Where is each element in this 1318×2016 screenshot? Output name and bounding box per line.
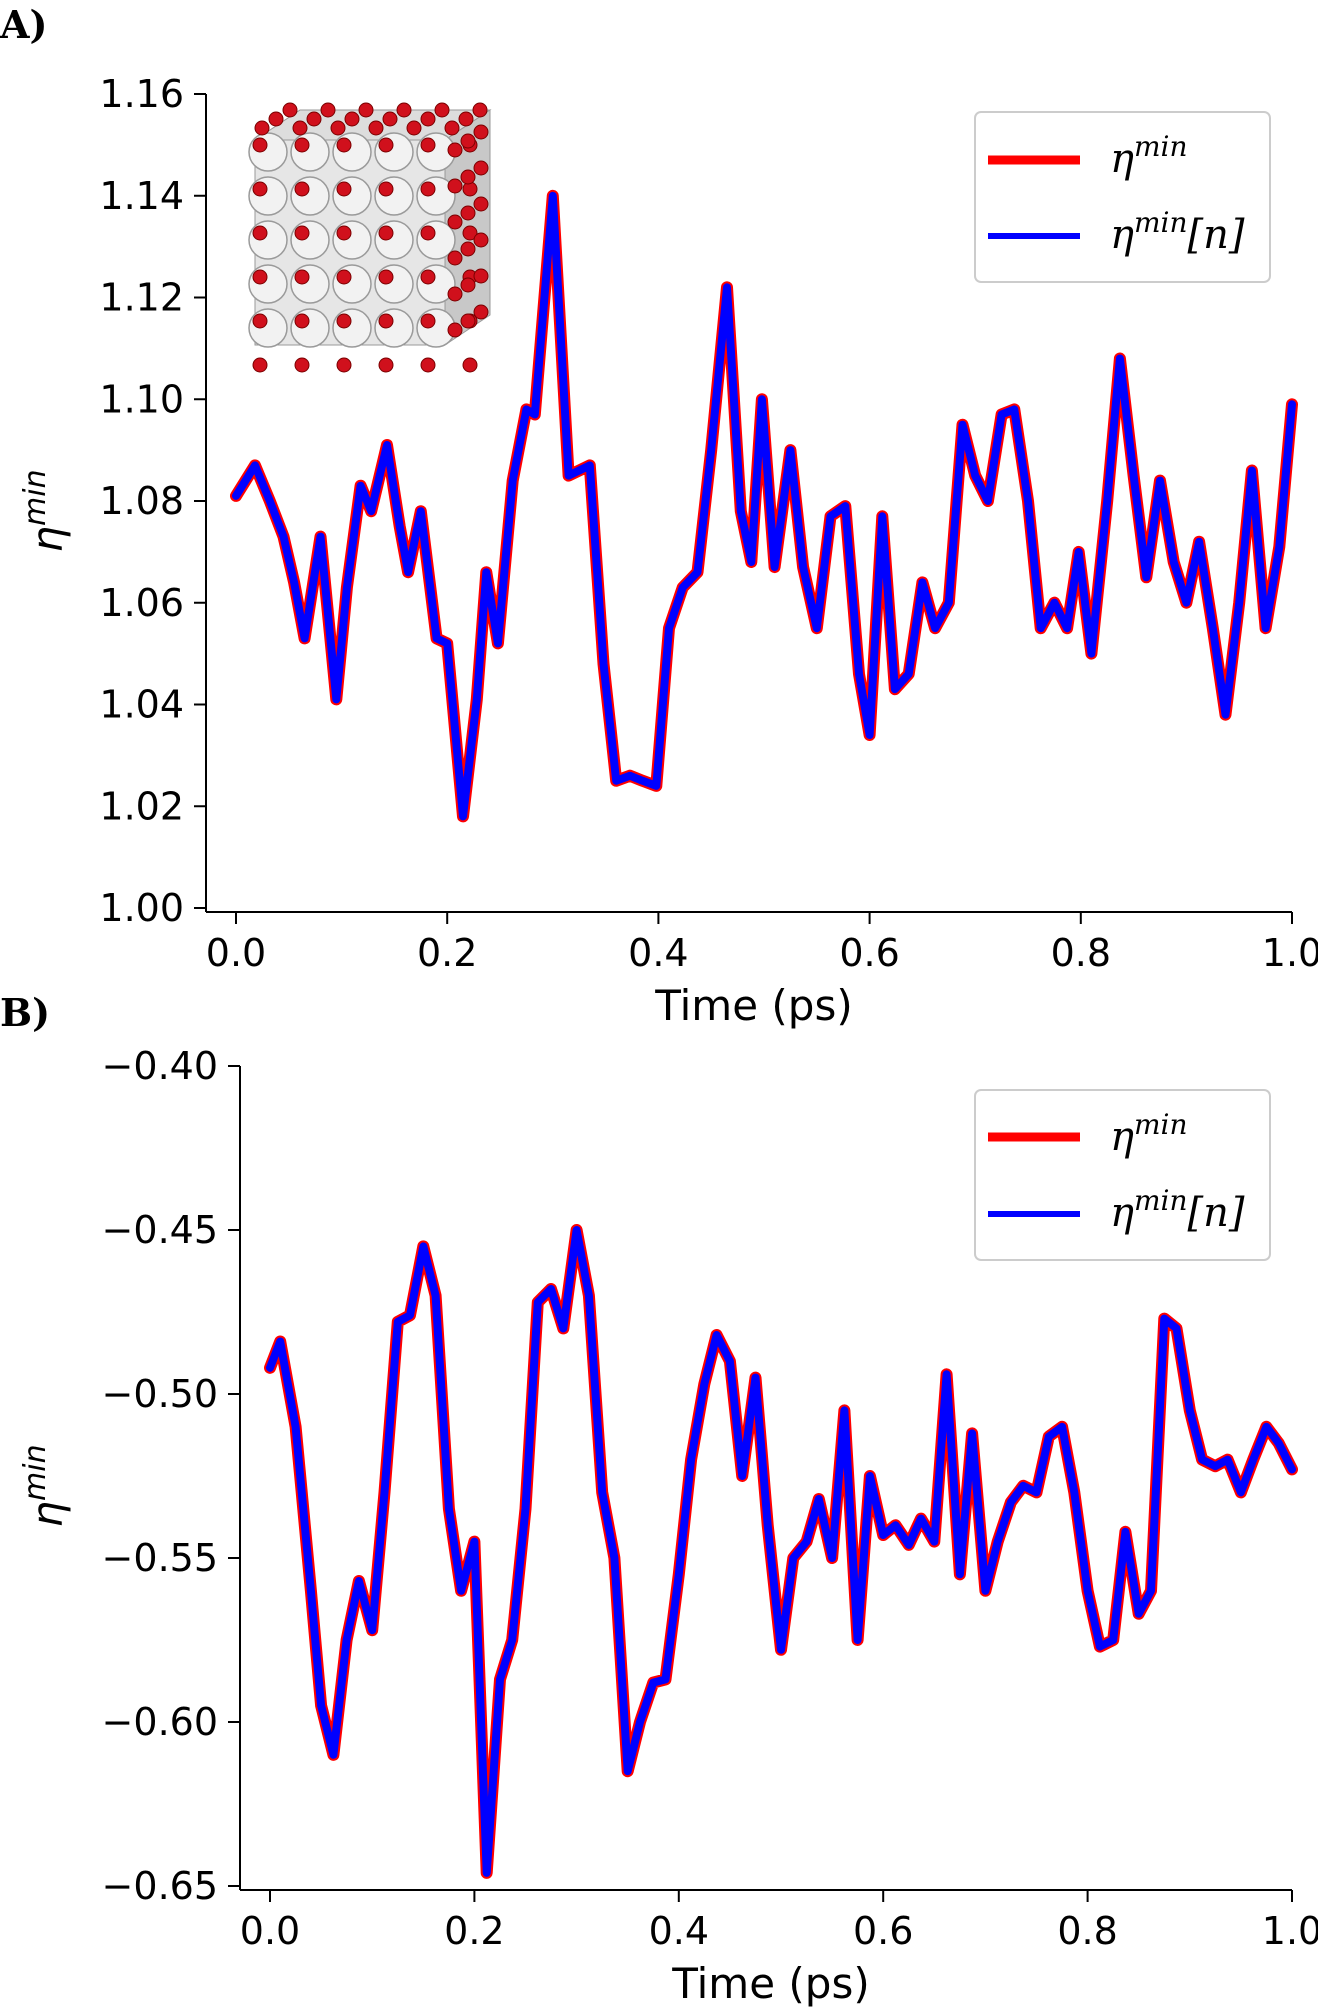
- y-tick-label: −0.45: [102, 1208, 218, 1252]
- x-tick-label: 1.0: [1262, 931, 1318, 975]
- x-tick-label: 0.8: [1051, 931, 1111, 975]
- y-tick-label: −0.55: [102, 1536, 218, 1580]
- legend-a-entry-1: ηmin[n]: [1110, 206, 1245, 259]
- x-axis-label-a: Time (ps): [654, 981, 852, 1030]
- y-tick-label: 1.06: [99, 581, 184, 625]
- legend-b-entry-0: ηmin: [1110, 1108, 1188, 1161]
- x-axis-label-b: Time (ps): [671, 1959, 869, 2008]
- series-line-b-0: [264, 1224, 1298, 1879]
- legend-a-entry-0: ηmin: [1110, 130, 1188, 183]
- x-tick-label: 0.6: [839, 931, 899, 975]
- plot-a: 0.0 0.2 0.4 0.6 0.8 1.0 1.00 1.02 1.04 1.06 1.08 1.…: [18, 72, 1318, 1030]
- legend-b: ηmin ηmin[n]: [974, 1089, 1271, 1261]
- y-tick-label: −0.50: [102, 1372, 218, 1416]
- series-line-a-1: [232, 191, 1296, 821]
- x-tick-label: 0.0: [240, 1909, 300, 1953]
- panel-a: A) 0.0 0.2 0.4 0.6 0.8 1.0 1.00 1.02 1.04 1.06 1.0…: [0, 2, 1318, 1030]
- x-tick-label: 0.4: [628, 931, 688, 975]
- y-tick-label: 1.08: [99, 479, 184, 523]
- x-tick-label: 0.8: [1057, 1909, 1117, 1953]
- panel-b-label: B): [0, 990, 50, 1035]
- x-tick-label: 0.6: [853, 1909, 913, 1953]
- series-line-b-1: [266, 1226, 1296, 1877]
- legend-a: ηmin ηmin[n]: [974, 111, 1271, 283]
- panel-a-label: A): [0, 2, 47, 47]
- y-tick-label: 1.12: [99, 276, 184, 320]
- panel-b: B) 0.0 0.2 0.4 0.6 0.8 1.0 −0.65 −0.60 −0.55 −0.5…: [0, 990, 1318, 2008]
- legend-b-entry-1: ηmin[n]: [1110, 1184, 1245, 1237]
- y-tick-label: −0.40: [102, 1044, 218, 1088]
- x-tick-label: 0.2: [444, 1909, 504, 1953]
- x-tick-label: 1.0: [1262, 1909, 1318, 1953]
- y-tick-label: 1.02: [99, 784, 184, 828]
- y-tick-label: 1.14: [99, 174, 184, 218]
- y-tick-label: −0.60: [102, 1700, 218, 1744]
- x-tick-label: 0.4: [649, 1909, 709, 1953]
- y-axis-label-a: ηmin: [18, 469, 73, 552]
- y-tick-label: 1.16: [99, 72, 184, 116]
- plot-b: 0.0 0.2 0.4 0.6 0.8 1.0 −0.65 −0.60 −0.55 −0.50 −0…: [18, 1044, 1318, 2008]
- x-tick-label: 0.0: [206, 931, 266, 975]
- oxide-crystal-cube-icon: [248, 102, 492, 373]
- x-tick-label: 0.2: [417, 931, 477, 975]
- y-tick-label: 1.10: [99, 377, 184, 421]
- legend-a-frame: [974, 111, 1271, 283]
- y-axis-label-b: ηmin: [18, 1444, 73, 1527]
- y-tick-label: 1.00: [99, 886, 184, 930]
- y-tick-label: 1.04: [99, 683, 184, 727]
- y-tick-label: −0.65: [102, 1864, 218, 1908]
